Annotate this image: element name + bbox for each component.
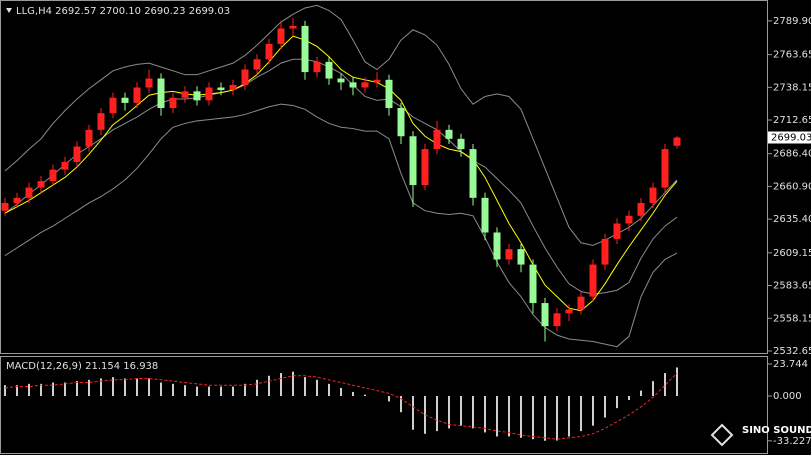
candle-body [361, 82, 369, 88]
y-tick-label: 2532.65 [773, 346, 811, 357]
candle-body [337, 78, 345, 83]
candle-body [373, 79, 381, 83]
candle-body [277, 28, 285, 44]
candle-body [121, 97, 129, 103]
candle-body [205, 87, 213, 101]
watermark-logo: SINO SOUND [710, 423, 811, 447]
candle-body [505, 249, 513, 260]
candle-body [85, 129, 93, 147]
candle-body [109, 97, 117, 114]
candle-body [481, 197, 489, 233]
candle-body [661, 149, 669, 188]
y-tick-label: 0.000 [773, 391, 802, 402]
candle-body [601, 238, 609, 265]
y-tick-label: 2712.65 [773, 115, 811, 126]
candle-body [457, 138, 465, 150]
candle-body [217, 87, 225, 91]
candle-body [145, 78, 153, 88]
indicator-line [4, 103, 678, 348]
candle-body [529, 264, 537, 304]
candle-body [313, 61, 321, 73]
candle-body [409, 136, 417, 186]
price-tag: 2699.03 [771, 133, 811, 144]
candle-body [49, 169, 57, 182]
candle-body [565, 309, 573, 314]
candle-body [13, 197, 21, 203]
candle-body [73, 146, 81, 162]
candle-body [637, 202, 645, 216]
candle-body [325, 61, 333, 79]
candle-body [421, 149, 429, 186]
macd-title: MACD(12,26,9) 21.154 16.938 [6, 361, 158, 372]
candle-body [649, 187, 657, 203]
candle-body [229, 84, 237, 91]
candle-body [133, 87, 141, 103]
candle-body [25, 187, 33, 198]
y-tick-label: 2789.90 [773, 16, 811, 27]
candle-body [265, 43, 273, 60]
candle-body [433, 129, 441, 150]
candle-body [169, 97, 177, 109]
candle-body [61, 161, 69, 170]
logo-diamond [710, 423, 734, 447]
candle-body [349, 82, 357, 88]
price-frame [0, 0, 768, 354]
candle-body [1, 202, 9, 211]
y-tick-label: 2738.15 [773, 82, 811, 93]
candle-body [469, 149, 477, 198]
candle-body [193, 91, 201, 101]
candle-body [589, 264, 597, 297]
chart-title: LLG,H4 2692.57 2700.10 2690.23 2699.03 [16, 6, 230, 17]
indicator-line [4, 58, 678, 295]
macd-frame [0, 356, 768, 454]
candle-body [385, 79, 393, 109]
candle-body [181, 91, 189, 98]
y-tick-label: 23.744 [773, 359, 808, 370]
candle-body [517, 249, 525, 265]
candle-body [541, 303, 549, 327]
indicator-line [4, 4, 678, 246]
candle-body [253, 59, 261, 70]
indicator-line [4, 35, 678, 312]
candle-body [577, 296, 585, 310]
candle-body [445, 129, 453, 139]
candle-body [37, 181, 45, 188]
candle-body [301, 25, 309, 73]
y-tick-label: 2609.15 [773, 248, 811, 259]
menu-arrow [6, 8, 12, 13]
y-tick-label: 2558.15 [773, 313, 811, 324]
candle-body [397, 108, 405, 137]
candle-body [613, 223, 621, 239]
watermark: SINO SOUND [742, 425, 811, 436]
candle-body [673, 137, 681, 146]
y-tick-label: 2583.65 [773, 281, 811, 292]
y-tick-label: -33.227 [773, 436, 811, 447]
indicator-line [4, 372, 678, 440]
candle-body [553, 313, 561, 327]
candle-body [493, 232, 501, 260]
candle-body [241, 69, 249, 85]
y-tick-label: 2635.40 [773, 214, 811, 225]
price-tag-box [768, 131, 811, 144]
y-tick-label: 2660.90 [773, 181, 811, 192]
y-tick-label: 2763.65 [773, 50, 811, 61]
y-tick-label: 2686.40 [773, 149, 811, 160]
candle-body [625, 215, 633, 224]
candle-body [157, 78, 165, 109]
candle-body [97, 113, 105, 130]
candle-body [289, 25, 297, 29]
